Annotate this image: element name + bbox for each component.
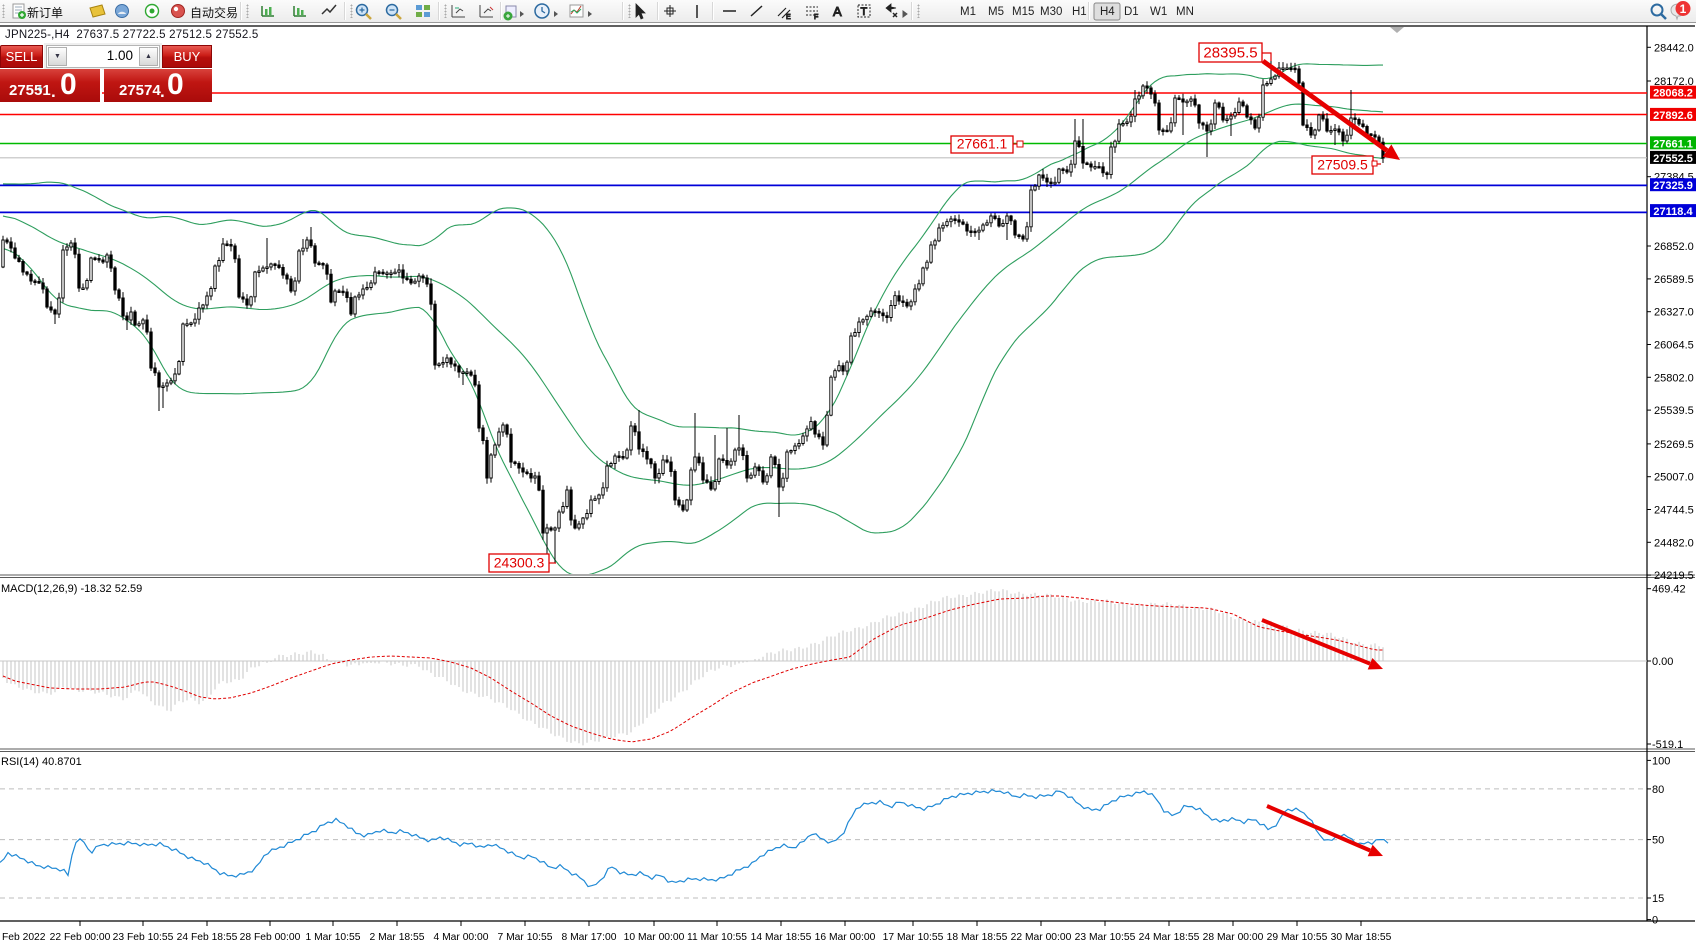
svg-text:H4: H4 xyxy=(1100,6,1115,18)
svg-text:0.00: 0.00 xyxy=(1652,656,1673,668)
svg-text:22 Feb 00:00: 22 Feb 00:00 xyxy=(50,932,111,943)
svg-text:24219.5: 24219.5 xyxy=(1654,570,1694,582)
svg-text:E: E xyxy=(786,14,791,21)
svg-text:26589.5: 26589.5 xyxy=(1654,274,1694,286)
svg-text:25802.0: 25802.0 xyxy=(1654,372,1694,384)
svg-text:29 Mar 10:55: 29 Mar 10:55 xyxy=(1267,932,1328,943)
svg-text:18 Mar 18:55: 18 Mar 18:55 xyxy=(947,932,1008,943)
svg-text:MN: MN xyxy=(1176,6,1194,18)
svg-text:T: T xyxy=(861,6,868,18)
svg-text:25007.0: 25007.0 xyxy=(1654,472,1694,484)
svg-text:24 Mar 18:55: 24 Mar 18:55 xyxy=(1139,932,1200,943)
svg-text:24 Feb 18:55: 24 Feb 18:55 xyxy=(177,932,238,943)
svg-text:23 Mar 10:55: 23 Mar 10:55 xyxy=(1075,932,1136,943)
svg-text:30 Mar 18:55: 30 Mar 18:55 xyxy=(1331,932,1392,943)
svg-text:26064.5: 26064.5 xyxy=(1654,340,1694,352)
svg-text:50: 50 xyxy=(1652,835,1664,847)
svg-text:25539.5: 25539.5 xyxy=(1654,405,1694,417)
svg-text:26327.0: 26327.0 xyxy=(1654,307,1694,319)
svg-text:23 Feb 10:55: 23 Feb 10:55 xyxy=(113,932,174,943)
svg-text:4 Mar 00:00: 4 Mar 00:00 xyxy=(434,932,489,943)
svg-text:27325.9: 27325.9 xyxy=(1653,180,1693,192)
svg-text:469.42: 469.42 xyxy=(1652,584,1686,596)
svg-text:M1: M1 xyxy=(960,6,976,18)
svg-text:80: 80 xyxy=(1652,784,1664,796)
svg-text:14 Mar 18:55: 14 Mar 18:55 xyxy=(751,932,812,943)
svg-text:28395.5: 28395.5 xyxy=(1203,45,1257,62)
svg-text:17 Mar 10:55: 17 Mar 10:55 xyxy=(883,932,944,943)
svg-text:16 Mar 00:00: 16 Mar 00:00 xyxy=(815,932,876,943)
svg-text:24300.3: 24300.3 xyxy=(494,555,545,571)
svg-text:28442.0: 28442.0 xyxy=(1654,42,1694,54)
svg-text:M30: M30 xyxy=(1040,6,1062,18)
svg-text:26852.0: 26852.0 xyxy=(1654,241,1694,253)
svg-text:27892.6: 27892.6 xyxy=(1653,110,1693,122)
svg-text:Feb 2022: Feb 2022 xyxy=(2,932,46,943)
svg-text:15: 15 xyxy=(1652,893,1664,905)
svg-text:F: F xyxy=(814,14,818,21)
svg-text:24482.0: 24482.0 xyxy=(1654,537,1694,549)
svg-text:1 Mar 10:55: 1 Mar 10:55 xyxy=(306,932,361,943)
svg-text:2 Mar 18:55: 2 Mar 18:55 xyxy=(370,932,425,943)
svg-text:28068.2: 28068.2 xyxy=(1653,88,1693,100)
svg-text:25269.5: 25269.5 xyxy=(1654,439,1694,451)
svg-text:W1: W1 xyxy=(1150,6,1167,18)
svg-text:27118.4: 27118.4 xyxy=(1653,206,1693,218)
svg-text:11 Mar 10:55: 11 Mar 10:55 xyxy=(687,932,747,943)
svg-text:24744.5: 24744.5 xyxy=(1654,505,1694,517)
svg-text:28 Feb 00:00: 28 Feb 00:00 xyxy=(240,932,301,943)
svg-text:100: 100 xyxy=(1652,755,1670,767)
svg-text:7 Mar 10:55: 7 Mar 10:55 xyxy=(498,932,553,943)
svg-text:22 Mar 00:00: 22 Mar 00:00 xyxy=(1011,932,1072,943)
svg-text:27552.5: 27552.5 xyxy=(1653,153,1693,165)
svg-text:D1: D1 xyxy=(1124,6,1139,18)
svg-text:27661.1: 27661.1 xyxy=(957,136,1008,152)
svg-text:M15: M15 xyxy=(1012,6,1034,18)
svg-text:8 Mar 17:00: 8 Mar 17:00 xyxy=(562,932,617,943)
svg-text:27661.1: 27661.1 xyxy=(1653,138,1693,150)
svg-text:28 Mar 00:00: 28 Mar 00:00 xyxy=(1203,932,1264,943)
svg-text:-519.1: -519.1 xyxy=(1652,739,1683,751)
svg-text:0: 0 xyxy=(1652,915,1658,927)
svg-text:A: A xyxy=(833,4,842,19)
svg-text:M5: M5 xyxy=(988,6,1004,18)
svg-text:28172.0: 28172.0 xyxy=(1654,76,1694,88)
svg-text:27509.5: 27509.5 xyxy=(1317,157,1368,173)
svg-text:1: 1 xyxy=(1680,2,1687,16)
svg-text:H1: H1 xyxy=(1072,6,1087,18)
svg-text:10 Mar 00:00: 10 Mar 00:00 xyxy=(624,932,685,943)
